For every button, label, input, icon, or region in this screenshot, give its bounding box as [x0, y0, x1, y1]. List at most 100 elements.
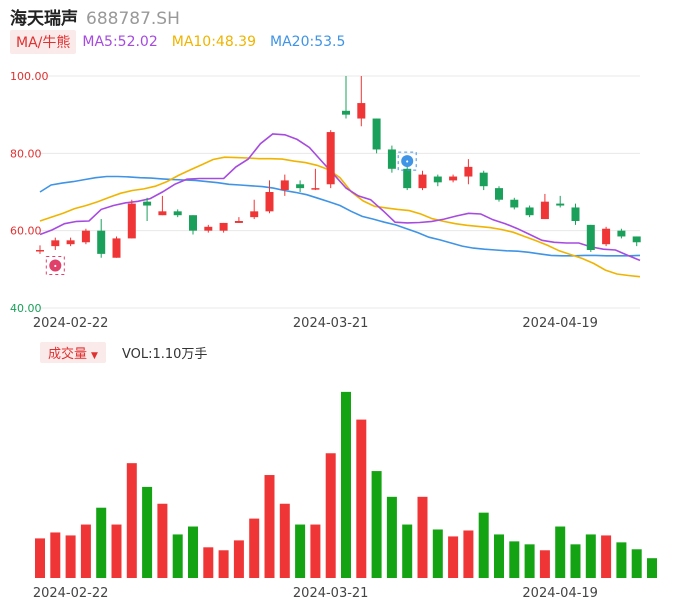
event-marker-icon: [49, 259, 62, 272]
candle-body: [357, 103, 366, 119]
ma5-line: [39, 133, 641, 262]
volume-selector-label: 成交量: [48, 346, 88, 362]
volume-bar: [325, 453, 336, 578]
candle-body: [418, 174, 427, 189]
price-tick-label: 100.00: [10, 70, 49, 83]
volume-bar: [142, 486, 153, 578]
volume-bar: [402, 524, 413, 578]
volume-bar: [448, 536, 459, 578]
volume-bar: [417, 496, 428, 578]
volume-bar: [341, 391, 351, 578]
candle-body: [433, 176, 442, 183]
candle-body: [158, 211, 167, 216]
candle-body: [265, 192, 274, 212]
candle-body: [602, 228, 611, 245]
stock-code: 688787.SH: [86, 9, 180, 29]
date-label: 2024-02-22: [33, 316, 109, 331]
candle-body: [464, 166, 473, 177]
candle-body: [617, 230, 626, 237]
candle-body: [540, 201, 549, 220]
candles: [36, 76, 641, 258]
candle-body: [280, 180, 289, 191]
volume-bar: [157, 503, 168, 578]
candle-body: [143, 201, 152, 206]
event-marker-icon-frame: [45, 255, 65, 275]
volume-bar: [494, 534, 504, 578]
volume-bar: [295, 524, 306, 578]
volume-bar: [233, 540, 244, 578]
candle-body: [525, 207, 534, 216]
volume-bar: [524, 544, 535, 578]
volume-bars: [35, 391, 657, 578]
moving-average-lines: [39, 133, 641, 278]
candle-body: [449, 176, 458, 181]
volume-bar: [601, 535, 612, 578]
candle-body: [632, 236, 641, 243]
candle-body: [403, 168, 412, 189]
volume-bar: [310, 524, 321, 578]
volume-bar: [35, 538, 45, 578]
announcement-icon-glyph: •: [405, 158, 409, 166]
event-markers: ••: [45, 151, 417, 275]
caret-down-icon: ▼: [91, 350, 98, 361]
price-grid: [40, 75, 640, 309]
volume-date-label: 2024-04-19: [522, 586, 598, 601]
ma10-line: [39, 156, 641, 278]
price-tick-label: 60.00: [10, 225, 42, 238]
candle-body: [571, 207, 580, 221]
volume-bar: [111, 524, 122, 578]
candle-body: [510, 199, 519, 208]
stock-header: 海天瑞声 688787.SH: [10, 4, 180, 29]
volume-bar: [647, 558, 657, 578]
candle-body: [495, 188, 503, 200]
candle-body: [326, 132, 335, 185]
x-axis-labels: 2024-02-22 2024-03-21 2024-04-19: [33, 316, 598, 331]
volume-bar: [539, 550, 550, 578]
volume-bar: [264, 475, 275, 578]
candle-body: [296, 184, 305, 189]
candle-body: [372, 118, 381, 150]
volume-bar: [279, 503, 290, 578]
volume-x-axis-labels: 2024-02-22 2024-03-21 2024-04-19: [33, 586, 598, 601]
ma20-line: [39, 175, 641, 257]
volume-bar: [570, 544, 581, 578]
candle-body: [250, 211, 259, 218]
candle-body: [36, 250, 44, 252]
candle-body: [234, 221, 243, 223]
volume-bar: [203, 547, 214, 578]
volume-date-label: 2024-02-22: [33, 586, 109, 601]
price-tick-label: 40.00: [10, 302, 42, 315]
ma-indicator-bar: MA/牛熊 MA5:52.02 MA10:48.39 MA20:53.5: [10, 30, 345, 54]
volume-bar: [432, 529, 443, 578]
volume-bar: [218, 550, 229, 578]
volume-bar: [509, 541, 520, 578]
announcement-icon-frame: [397, 151, 417, 171]
candle-body: [311, 188, 320, 190]
volume-date-label: 2024-03-21: [293, 586, 369, 601]
volume-selector-button[interactable]: 成交量 ▼: [40, 341, 106, 363]
volume-bar: [585, 534, 596, 578]
candle-body: [479, 172, 488, 187]
announcement-icon: [401, 155, 414, 168]
ma20-readout: MA20:53.5: [270, 34, 346, 50]
candle-body: [342, 110, 350, 115]
volume-bar: [555, 526, 566, 578]
volume-bar: [463, 530, 474, 578]
candle-body: [97, 230, 106, 254]
candle-body: [219, 222, 228, 231]
ma-selector-button[interactable]: MA/牛熊: [10, 30, 77, 54]
candle-body: [586, 224, 595, 250]
volume-bar: [80, 524, 91, 578]
volume-bar: [249, 518, 260, 578]
ma10-readout: MA10:48.39: [171, 34, 257, 50]
volume-bar: [50, 532, 61, 578]
candle-body: [81, 230, 90, 243]
volume-bar: [188, 526, 198, 578]
volume-indicator-bar: 成交量 ▼ VOL:1.10万手: [40, 341, 207, 363]
candle-body: [173, 211, 182, 216]
volume-bar: [172, 534, 183, 578]
candle-body: [66, 240, 75, 245]
candle-body: [127, 203, 136, 239]
candle-body: [112, 238, 121, 258]
